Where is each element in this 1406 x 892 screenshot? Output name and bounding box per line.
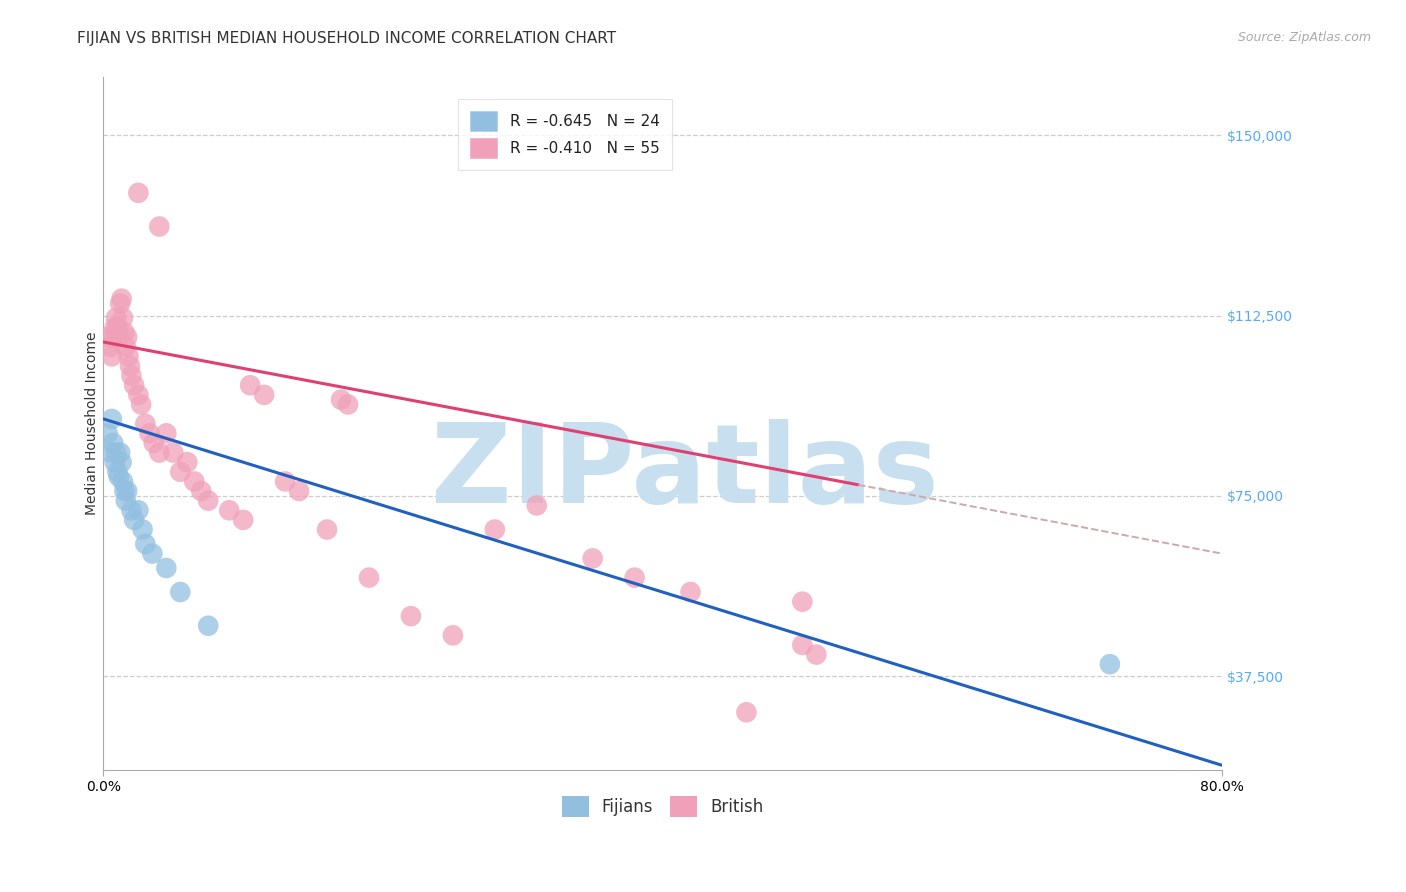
Point [792,595,814,609]
Point [148,445,170,459]
Legend: Fijians, British: Fijians, British [555,789,770,824]
Point [679,585,702,599]
Point [155,426,177,441]
Point [107,469,129,483]
Point [134,417,156,431]
Point [239,378,262,392]
Point [97,426,120,441]
Point [183,475,205,489]
Point [441,628,464,642]
Point [112,326,135,340]
Point [131,523,153,537]
Point [197,618,219,632]
Point [142,436,165,450]
Point [148,219,170,234]
Point [218,503,240,517]
Point [316,523,339,537]
Point [104,320,127,334]
Point [110,292,132,306]
Point [330,392,353,407]
Point [138,426,160,441]
Point [112,484,135,499]
Point [122,378,145,392]
Text: Source: ZipAtlas.com: Source: ZipAtlas.com [1237,31,1371,45]
Point [792,638,814,652]
Point [105,320,128,334]
Point [526,499,548,513]
Point [169,465,191,479]
Point [118,359,141,373]
Point [582,551,605,566]
Point [274,475,297,489]
Point [103,436,125,450]
Point [108,296,131,310]
Point [1098,657,1121,672]
Point [110,455,132,469]
Point [115,484,138,499]
Point [117,350,139,364]
Text: FIJIAN VS BRITISH MEDIAN HOUSEHOLD INCOME CORRELATION CHART: FIJIAN VS BRITISH MEDIAN HOUSEHOLD INCOM… [77,31,616,46]
Point [176,455,198,469]
Point [114,493,136,508]
Y-axis label: Median Household Income: Median Household Income [86,332,100,516]
Point [111,310,134,325]
Point [111,475,134,489]
Point [127,388,149,402]
Point [399,609,422,624]
Point [122,513,145,527]
Point [101,350,124,364]
Point [120,368,142,383]
Point [105,465,128,479]
Point [735,706,758,720]
Point [101,412,124,426]
Point [114,340,136,354]
Point [120,503,142,517]
Point [108,445,131,459]
Point [155,561,177,575]
Point [100,445,122,459]
Point [115,330,138,344]
Point [806,648,828,662]
Point [337,397,360,411]
Point [162,445,184,459]
Point [129,397,152,411]
Point [484,523,506,537]
Point [141,547,163,561]
Point [623,571,645,585]
Point [190,484,212,499]
Text: ZIPatlas: ZIPatlas [432,418,939,525]
Point [104,445,127,459]
Point [253,388,276,402]
Point [288,484,311,499]
Point [232,513,254,527]
Point [127,503,149,517]
Point [357,571,380,585]
Point [104,310,127,325]
Point [134,537,156,551]
Point [169,585,191,599]
Point [97,330,120,344]
Point [197,493,219,508]
Point [107,330,129,344]
Point [104,455,127,469]
Point [100,340,122,354]
Point [127,186,149,200]
Point [103,330,125,344]
